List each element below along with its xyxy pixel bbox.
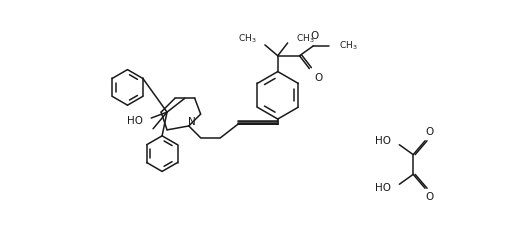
Text: HO: HO [375,136,392,146]
Text: O: O [315,73,323,83]
Text: CH$_3$: CH$_3$ [339,40,358,52]
Text: HO: HO [127,116,143,126]
Text: O: O [426,127,434,137]
Text: CH$_3$: CH$_3$ [296,33,314,45]
Text: HO: HO [375,183,392,193]
Text: O: O [310,31,319,41]
Text: O: O [426,192,434,202]
Text: N: N [188,117,196,127]
Text: CH$_3$: CH$_3$ [238,33,257,45]
